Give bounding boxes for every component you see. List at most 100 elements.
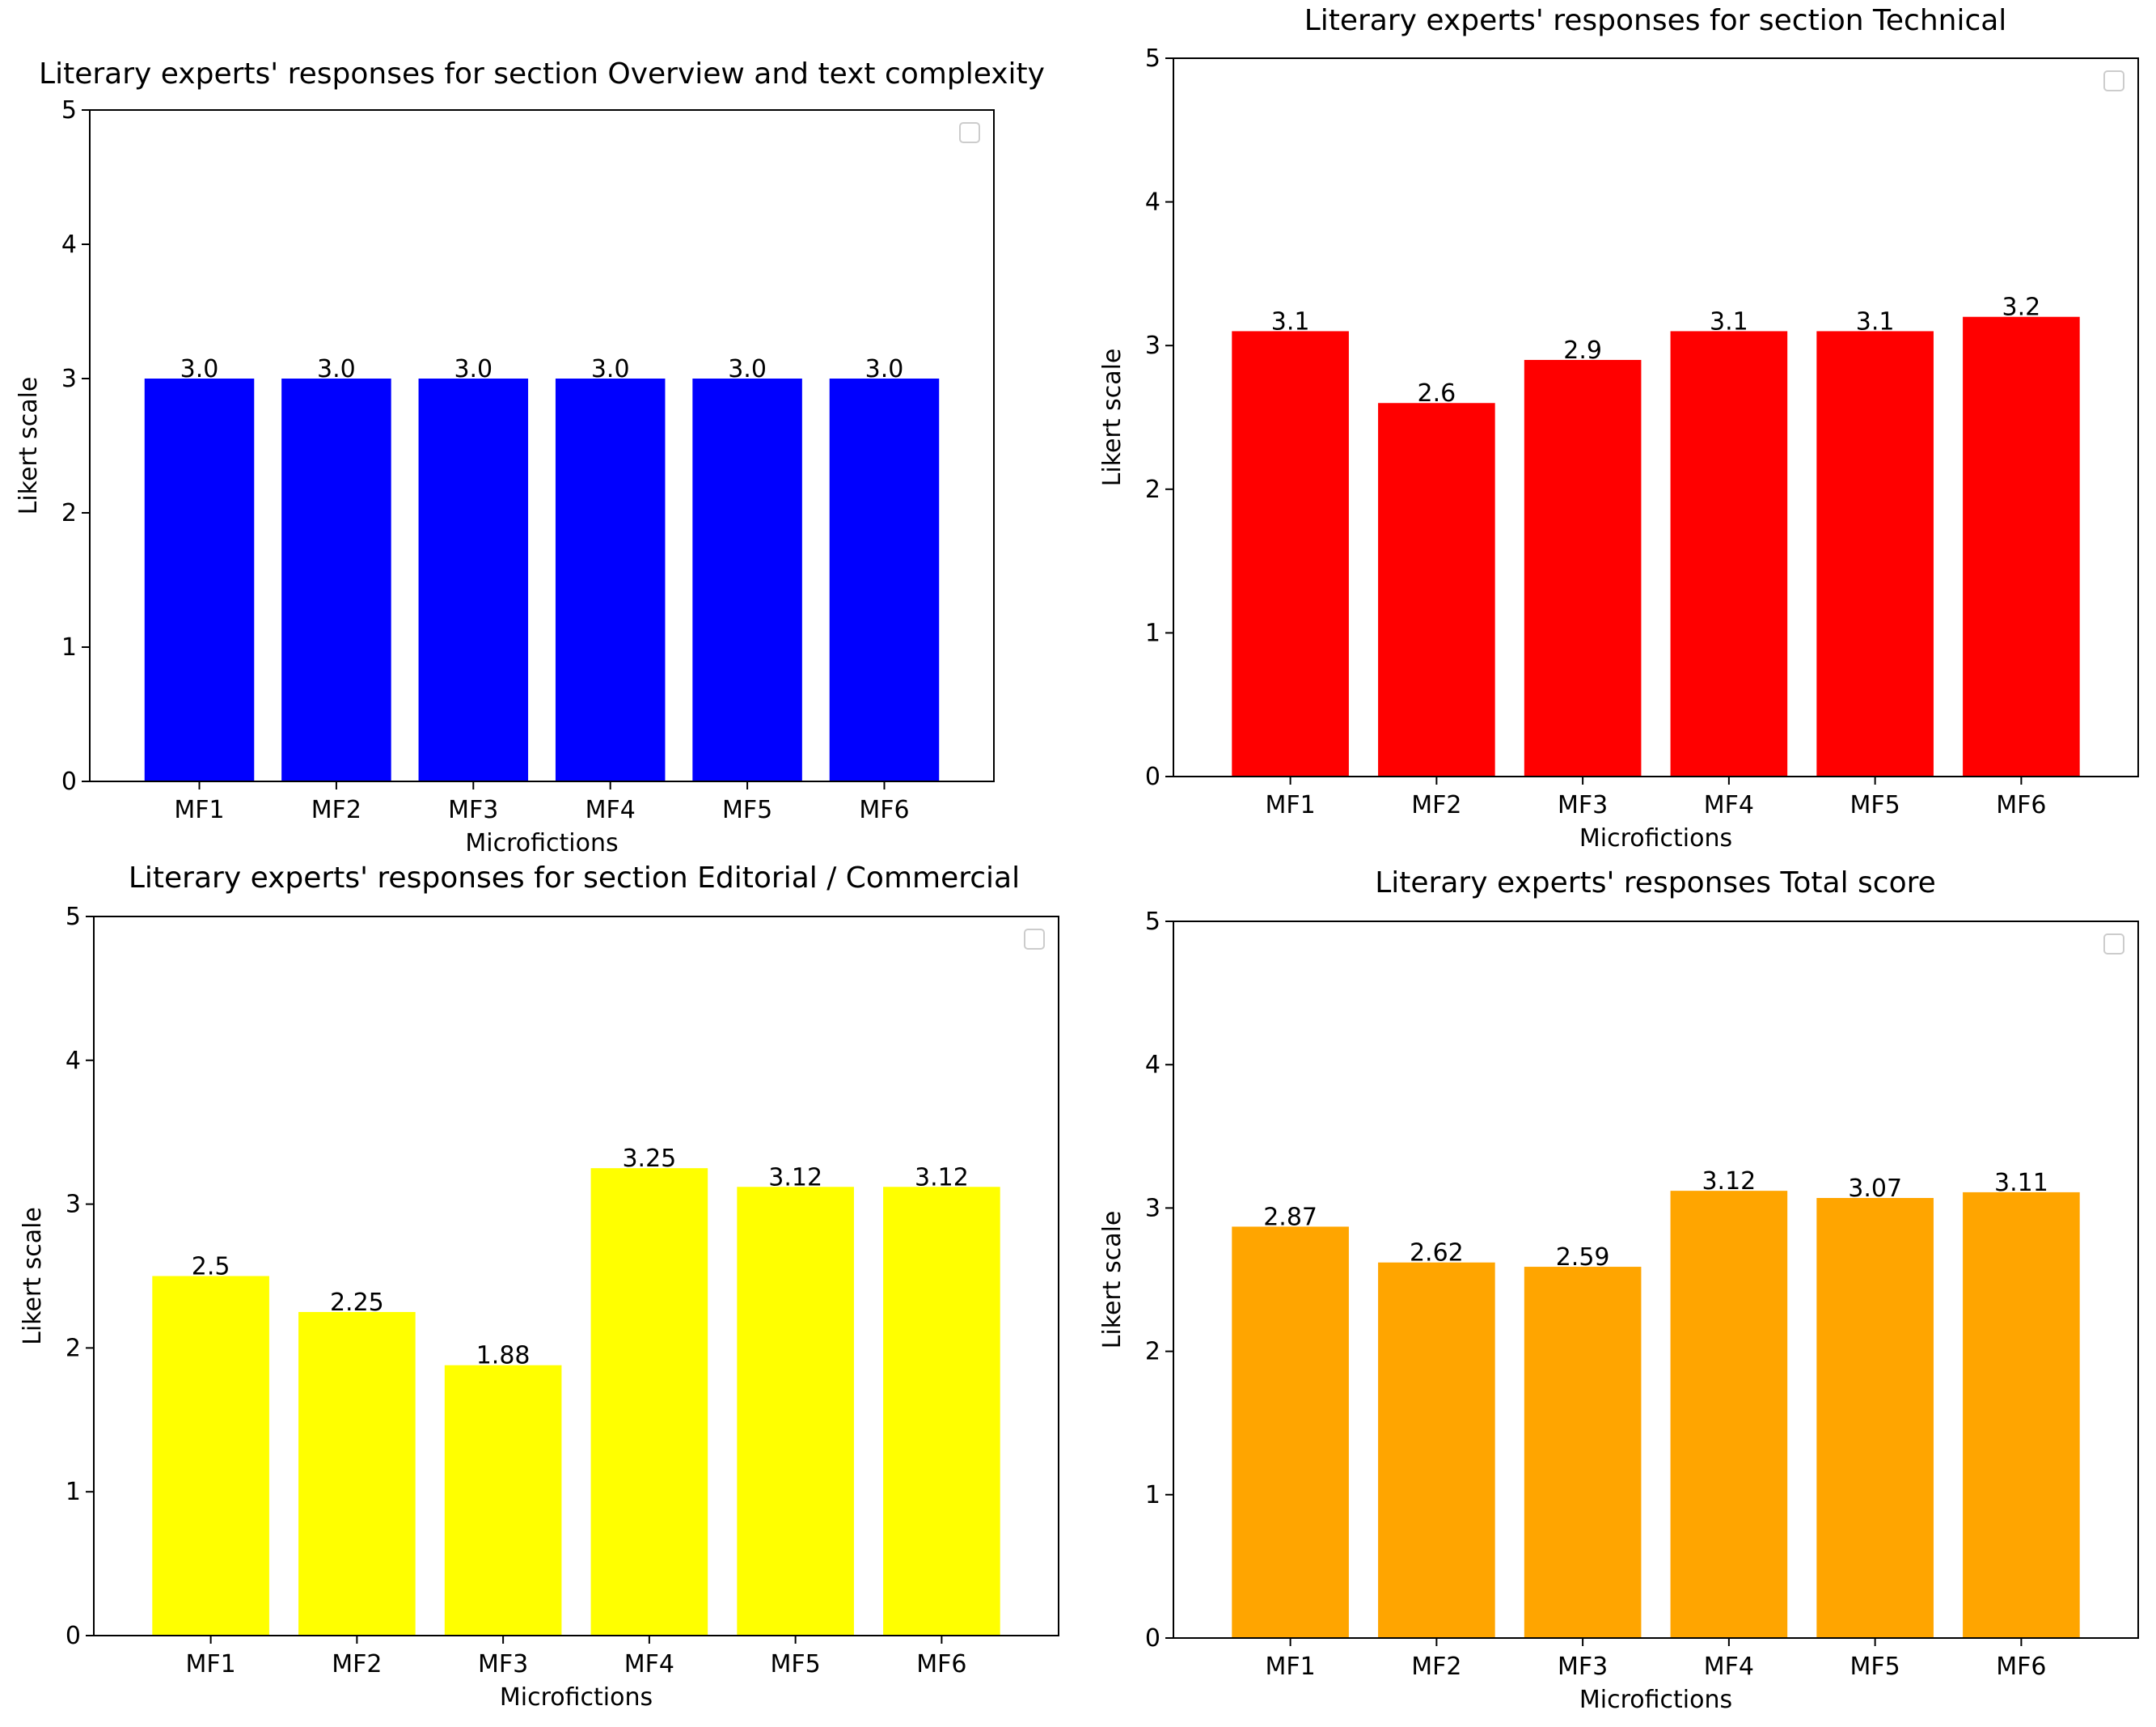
data-label: 3.0 [865, 355, 904, 383]
bar [152, 1276, 269, 1636]
x-axis-label: Microfictions [1579, 1686, 1732, 1714]
bar [444, 1365, 562, 1636]
plot-frame [89, 109, 995, 782]
x-axis-label: Microfictions [465, 829, 618, 857]
y-tick-label: 1 [1145, 1481, 1160, 1509]
y-axis-label: Likert scale [15, 377, 43, 515]
data-label: 3.0 [317, 355, 356, 383]
y-tick-label: 0 [61, 768, 77, 796]
bar [1963, 1192, 2080, 1638]
data-label: 3.0 [591, 355, 630, 383]
bar [281, 379, 391, 781]
panel-overview: Literary experts' responses for section … [15, 57, 1045, 857]
y-tick-label: 0 [66, 1622, 81, 1650]
data-label: 2.62 [1410, 1239, 1464, 1268]
bar [1963, 316, 2080, 777]
y-tick-label: 0 [1145, 763, 1160, 791]
data-label: 3.0 [454, 355, 492, 383]
bar [1232, 331, 1349, 777]
data-label: 2.87 [1263, 1203, 1317, 1231]
data-label: 3.0 [180, 355, 219, 383]
x-tick-label: MF2 [1411, 791, 1461, 819]
x-tick-label: MF5 [1850, 1653, 1900, 1681]
data-label: 3.11 [1994, 1169, 2048, 1197]
y-axis-label: Likert scale [19, 1207, 47, 1345]
y-tick-label: 4 [61, 231, 77, 259]
y-tick-label: 4 [1145, 1051, 1160, 1079]
bar [418, 379, 529, 781]
y-tick-label: 1 [61, 633, 77, 662]
y-tick-label: 2 [1145, 476, 1160, 504]
x-tick-label: MF2 [332, 1650, 382, 1678]
bar [298, 1311, 416, 1636]
data-label: 3.0 [728, 355, 767, 383]
x-tick-label: MF1 [185, 1650, 235, 1678]
data-label: 3.1 [1710, 307, 1748, 336]
x-tick-label: MF4 [586, 796, 636, 824]
chart-title: Literary experts' responses for section … [1304, 4, 2007, 37]
plot-frame [1173, 921, 2139, 1639]
y-tick-label: 3 [66, 1191, 81, 1219]
x-tick-label: MF6 [1996, 1653, 2046, 1681]
x-tick-label: MF6 [1996, 791, 2046, 819]
x-tick-label: MF3 [1558, 791, 1608, 819]
bar [1670, 331, 1788, 777]
data-label: 3.2 [2002, 294, 2041, 322]
bar [144, 379, 255, 781]
x-axis-label: Microfictions [500, 1683, 653, 1712]
bar [1378, 403, 1495, 777]
y-tick-label: 3 [1145, 1194, 1160, 1222]
data-label: 3.25 [622, 1145, 676, 1173]
x-tick-label: MF3 [1558, 1653, 1608, 1681]
data-label: 1.88 [476, 1342, 531, 1370]
data-label: 2.25 [330, 1289, 384, 1317]
x-tick-label: MF4 [624, 1650, 674, 1678]
bar [1816, 1197, 1934, 1638]
data-label: 2.59 [1556, 1243, 1610, 1272]
x-tick-label: MF3 [478, 1650, 528, 1678]
x-axis-label: Microfictions [1579, 824, 1732, 853]
x-tick-label: MF5 [1850, 791, 1900, 819]
y-tick-label: 4 [1145, 188, 1160, 217]
y-tick-label: 1 [1145, 619, 1160, 647]
bar [883, 1187, 1000, 1636]
panel-technical: Literary experts' responses for section … [1098, 4, 2139, 853]
y-tick-label: 2 [66, 1334, 81, 1362]
bar [1816, 331, 1934, 777]
legend-box [2103, 933, 2124, 955]
chart-title: Literary experts' responses for section … [39, 57, 1045, 91]
y-tick-label: 2 [1145, 1338, 1160, 1366]
bar [1670, 1191, 1788, 1638]
plot-frame [1173, 57, 2139, 777]
x-tick-label: MF4 [1704, 1653, 1754, 1681]
data-label: 3.12 [915, 1163, 969, 1192]
y-tick-label: 2 [61, 499, 77, 527]
bar [737, 1187, 854, 1636]
x-tick-label: MF2 [1411, 1653, 1461, 1681]
x-tick-label: MF1 [1265, 1653, 1315, 1681]
y-tick-label: 4 [66, 1047, 81, 1075]
x-tick-label: MF6 [859, 796, 909, 824]
data-label: 3.1 [1271, 307, 1310, 336]
bar [692, 379, 802, 781]
y-tick-label: 3 [61, 365, 77, 393]
data-label: 3.1 [1856, 307, 1895, 336]
panel-editorial: Literary experts' responses for section … [19, 861, 1059, 1712]
x-tick-label: MF1 [1265, 791, 1315, 819]
chart-title: Literary experts' responses for section … [129, 861, 1020, 895]
y-tick-label: 5 [1145, 44, 1160, 73]
bar [1378, 1262, 1495, 1638]
bar [590, 1168, 708, 1636]
x-tick-label: MF3 [448, 796, 498, 824]
chart-title: Literary experts' responses Total score [1375, 866, 1936, 899]
legend-box [1024, 929, 1045, 950]
bar [1524, 359, 1642, 777]
x-tick-label: MF1 [174, 796, 224, 824]
data-label: 3.12 [768, 1163, 822, 1192]
panel-total-score: Literary experts' responses Total score … [1098, 866, 2139, 1714]
data-label: 3.07 [1848, 1175, 1902, 1203]
y-axis-label: Likert scale [1098, 1211, 1127, 1349]
y-tick-label: 5 [1145, 908, 1160, 936]
y-tick-label: 0 [1145, 1624, 1160, 1653]
